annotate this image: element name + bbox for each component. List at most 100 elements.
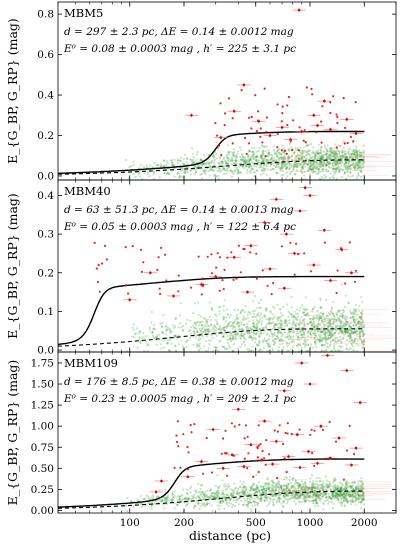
cloud-point: [249, 171, 252, 174]
cloud-point: [151, 331, 154, 334]
cloud-point: [360, 154, 363, 157]
cloud-point: [281, 342, 284, 346]
cloud-point: [318, 318, 321, 321]
cloud-point: [288, 489, 291, 492]
cloud-point: [193, 333, 196, 336]
cloud-point: [338, 168, 341, 171]
cloud-point: [362, 345, 365, 349]
cloud-point: [339, 494, 342, 497]
cloud-point: [223, 507, 226, 510]
cloud-point: [301, 485, 304, 488]
cloud-point: [349, 493, 352, 496]
cloud-point: [348, 156, 351, 159]
cloud-point: [319, 299, 322, 302]
cloud-point: [361, 160, 364, 163]
outlier-point: [231, 142, 234, 145]
cloud-point: [230, 338, 233, 341]
cloud-point: [358, 331, 361, 334]
cloud-point: [312, 155, 315, 158]
cloud-point: [281, 488, 284, 491]
cloud-point: [357, 166, 360, 169]
outlier-point: [193, 423, 196, 426]
cloud-point: [359, 488, 362, 491]
outlier-point: [289, 241, 292, 244]
cloud-point: [295, 148, 298, 151]
cloud-point: [325, 317, 328, 320]
cloud-point: [163, 165, 166, 168]
cloud-point: [332, 317, 335, 320]
cloud-point: [314, 349, 317, 352]
cloud-point: [242, 158, 245, 162]
cloud-point: [289, 476, 292, 479]
cloud-point: [146, 344, 149, 347]
cloud-point: [363, 332, 366, 335]
cloud-point: [339, 162, 342, 165]
cloud-point: [303, 320, 306, 323]
cloud-point: [309, 317, 312, 320]
cloud-point: [293, 482, 296, 485]
cloud-point: [280, 338, 284, 341]
cloud-point: [256, 491, 259, 494]
cloud-point: [277, 497, 280, 500]
cloud-point: [285, 167, 288, 170]
cloud-point: [172, 496, 175, 499]
cloud-point: [269, 310, 272, 313]
cloud-point: [268, 345, 271, 348]
cloud-point: [243, 497, 246, 500]
cloud-point: [349, 486, 352, 489]
cloud-point: [340, 497, 343, 500]
cloud-point: [330, 148, 333, 151]
cloud-point: [293, 485, 296, 488]
outlier-point: [246, 435, 249, 438]
cloud-point: [288, 488, 291, 491]
cloud-point: [348, 338, 351, 341]
cloud-point: [268, 335, 271, 338]
cloud-point: [293, 500, 296, 503]
cloud-point: [217, 492, 220, 495]
cloud-point: [356, 162, 359, 165]
cloud-point: [300, 493, 303, 496]
cloud-point: [323, 337, 326, 340]
cloud-point: [308, 317, 312, 321]
cloud-point: [329, 155, 333, 158]
cloud-point: [248, 501, 251, 504]
cloud-point: [202, 162, 205, 165]
cloud-point: [317, 168, 320, 171]
cloud-point: [338, 339, 341, 342]
cloud-point: [360, 316, 363, 319]
cloud-point: [235, 498, 238, 502]
cloud-point: [287, 157, 290, 160]
cloud-point: [335, 313, 339, 316]
cloud-point: [207, 328, 210, 331]
cloud-point: [276, 316, 279, 319]
cloud-point: [163, 496, 166, 499]
outlier-point: [276, 146, 279, 149]
cloud-point: [306, 493, 309, 496]
outlier-point: [335, 113, 338, 116]
cloud-point: [285, 494, 288, 497]
cloud-point: [256, 322, 259, 325]
cloud-point: [225, 347, 228, 350]
cloud-point: [358, 333, 361, 336]
cloud-point: [229, 498, 232, 501]
cloud-point: [299, 496, 302, 499]
cloud-point: [338, 318, 341, 321]
outlier-point: [210, 253, 213, 256]
cloud-point: [217, 162, 221, 165]
cloud-point: [328, 496, 331, 499]
outlier-point: [289, 140, 292, 143]
cloud-point: [274, 323, 277, 326]
cloud-point: [344, 294, 347, 297]
cloud-point: [284, 476, 287, 479]
cloud-point: [249, 157, 252, 160]
cloud-point: [171, 498, 174, 501]
cloud-point: [261, 145, 264, 148]
cloud-point: [354, 165, 357, 168]
cloud-point: [284, 318, 287, 322]
cloud-point: [245, 487, 248, 490]
cloud-point: [303, 488, 306, 491]
cloud-point: [248, 335, 251, 338]
cloud-point: [354, 499, 357, 503]
cloud-point: [359, 330, 362, 333]
cloud-point: [307, 344, 310, 347]
